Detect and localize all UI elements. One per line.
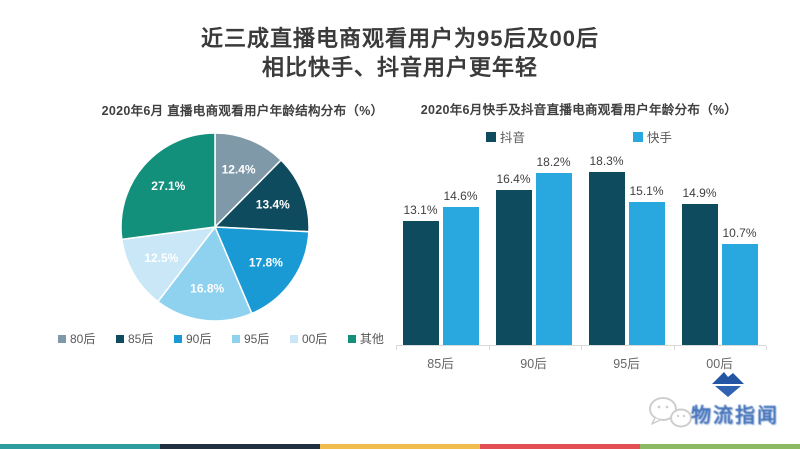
stripe-segment-2 (160, 444, 320, 449)
legend-label: 90后 (185, 332, 212, 346)
axis-tick (673, 346, 675, 350)
brand-watermark: 物流指闻 (645, 370, 800, 432)
bar-value-label: 14.6% (443, 189, 478, 203)
legend-item-80后: 80后 (58, 330, 95, 347)
pie-slice-label: 17.8% (249, 256, 283, 270)
pie-slice-85后 (213, 159, 310, 233)
legend-label: 00后 (301, 332, 328, 346)
bar-rect-抖音-90后 (495, 190, 532, 345)
bar-category-label: 90后 (520, 357, 547, 371)
bar-category-label: 00后 (706, 357, 733, 371)
bar-快手-95后: 15.1% (628, 184, 665, 345)
pie-slice-label: 12.4% (222, 163, 256, 177)
legend-swatch (58, 334, 66, 343)
legend-swatch (485, 131, 496, 142)
bar-value-label: 16.4% (496, 172, 531, 186)
legend-item-85后: 85后 (115, 330, 154, 347)
bar-rect-快手-00后 (721, 244, 758, 345)
axis-tick (488, 346, 490, 350)
bar-rect-抖音-00后 (681, 204, 718, 345)
stripe-segment-4 (480, 444, 640, 449)
bar-rect-快手-85后 (442, 207, 479, 345)
legend-swatch (231, 334, 240, 343)
legend-label: 其他 (359, 332, 384, 346)
footer-color-stripe (0, 444, 800, 449)
pie-slice-其他 (120, 132, 216, 241)
legend-item-快手: 快手 (633, 127, 672, 146)
pie-legend: 80后 85后 90后 95后 00后 其他 (58, 330, 384, 347)
bar-value-label: 10.7% (722, 226, 757, 240)
bar-group-90后: 16.4% 18.2% (487, 145, 580, 345)
bar-groups: 13.1% 14.6% 16.4% 18.2% 18.3% 15.1% 14.9% 10.7% (394, 145, 766, 345)
pie-slice-label: 27.1% (151, 179, 185, 193)
bar-group-00后: 14.9% 10.7% (673, 145, 766, 345)
legend-item-95后: 95后 (231, 330, 270, 347)
pie-slice-00后 (120, 226, 217, 303)
axis-tick (396, 346, 397, 350)
pie-chart-svg: 12.4% 13.4% 17.8% 16.8% 12.5% 27.1% (120, 132, 310, 322)
bar-value-label: 18.2% (536, 155, 571, 169)
legend-swatch (115, 334, 124, 343)
legend-label: 抖音 (499, 131, 525, 145)
brand-name: 物流指闻 (691, 405, 779, 427)
page-title: 近三成直播电商观看用户为95后及00后 相比快手、抖音用户更年轻 (0, 24, 800, 82)
pie-slice-label: 13.4% (256, 198, 290, 212)
bar-快手-00后: 10.7% (721, 226, 758, 345)
bar-快手-90后: 18.2% (535, 155, 572, 345)
legend-label: 快手 (647, 131, 673, 145)
wechat-icon (649, 397, 692, 428)
bar-快手-85后: 14.6% (442, 189, 479, 345)
legend-swatch (347, 334, 356, 343)
bar-category-label: 85后 (427, 357, 454, 371)
legend-item-00后: 00后 (289, 330, 328, 347)
bar-value-label: 15.1% (629, 184, 664, 198)
bar-chart-title: 2020年6月快手及抖音直播电商观看用户年龄分布（%） (420, 103, 738, 117)
bar-rect-抖音-85后 (402, 221, 439, 345)
legend-item-抖音: 抖音 (485, 127, 525, 146)
bar-value-label: 14.9% (682, 186, 717, 200)
legend-item-其他: 其他 (347, 330, 384, 347)
bar-rect-快手-90后 (535, 173, 572, 345)
pie-slice-80后 (214, 132, 283, 229)
stripe-segment-5 (640, 444, 800, 449)
legend-swatch (173, 334, 182, 343)
pie-chart-title: 2020年6月 直播电商观看用户年龄结构分布（%） (101, 104, 384, 118)
legend-label: 80后 (70, 332, 96, 346)
stripe-segment-3 (320, 444, 480, 449)
legend-swatch (633, 131, 643, 142)
pie-slice-label: 12.5% (144, 251, 178, 265)
bar-value-label: 18.3% (589, 154, 624, 168)
bar-rect-抖音-95后 (588, 172, 625, 345)
diamond-logo-icon (712, 372, 744, 397)
legend-label: 85后 (127, 332, 154, 346)
bar-categories: 85后 90后 95后 00后 (394, 353, 766, 372)
legend-item-90后: 90后 (173, 330, 212, 347)
page-title-line2: 相比快手、抖音用户更年轻 (261, 55, 538, 80)
bar-category-label: 95后 (613, 357, 640, 371)
page-title-line1: 近三成直播电商观看用户为95后及00后 (201, 26, 599, 51)
bar-抖音-00后: 14.9% (681, 186, 718, 345)
stripe-segment-1 (0, 444, 160, 449)
axis-tick (766, 346, 767, 350)
pie-slice-95后 (156, 225, 253, 322)
bar-抖音-90后: 16.4% (495, 172, 532, 345)
bar-group-85后: 13.1% 14.6% (394, 145, 487, 345)
bar-legend: 抖音 快手 (398, 127, 760, 146)
pie-slice-90后 (213, 226, 310, 315)
bar-group-95后: 18.3% 15.1% (580, 145, 673, 345)
legend-swatch (289, 334, 298, 343)
bar-value-label: 13.1% (403, 203, 438, 217)
legend-label: 95后 (243, 332, 270, 346)
bar-抖音-85后: 13.1% (402, 203, 439, 345)
pie-slice-label: 16.8% (190, 282, 224, 296)
bar-x-axis (396, 345, 767, 350)
bar-抖音-95后: 18.3% (588, 154, 625, 345)
axis-tick (581, 346, 582, 350)
bar-rect-快手-95后 (628, 202, 665, 345)
